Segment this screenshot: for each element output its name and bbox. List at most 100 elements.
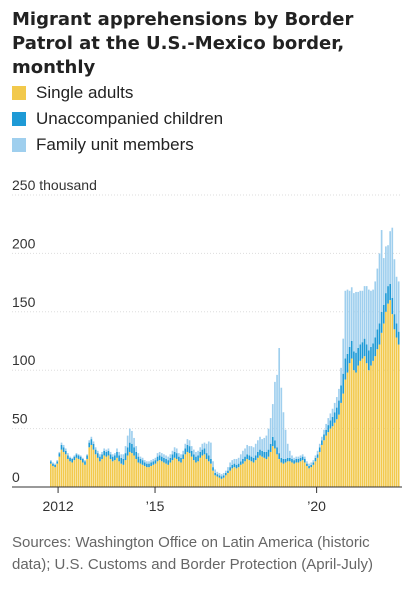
bar-single: [333, 422, 336, 487]
bar-single: [329, 428, 332, 487]
bar-family: [152, 458, 155, 462]
bar-family: [199, 447, 202, 452]
bar-unaccompanied: [348, 346, 351, 364]
bar-unaccompanied: [124, 453, 127, 461]
bar-unaccompanied: [380, 311, 383, 333]
bar-single: [184, 454, 187, 487]
bar-unaccompanied: [325, 429, 327, 436]
bar-family: [156, 453, 159, 457]
bar-single: [397, 344, 400, 487]
bar-family: [175, 448, 178, 454]
bar-unaccompanied: [111, 456, 114, 462]
bar-single: [135, 458, 138, 487]
bar-unaccompanied: [201, 449, 204, 456]
bar-single: [90, 444, 93, 487]
bar-family: [150, 460, 152, 463]
bar-single: [212, 470, 214, 487]
bar-single: [367, 370, 370, 487]
bar-family: [54, 463, 56, 465]
bar-family: [143, 460, 146, 463]
bar-single: [274, 448, 276, 487]
bar-single: [173, 457, 176, 487]
bar-unaccompanied: [96, 453, 99, 458]
bar-family: [342, 338, 345, 374]
bar-unaccompanied: [361, 342, 364, 359]
bar-single: [205, 458, 208, 487]
bar-family: [357, 291, 359, 348]
bar-family: [64, 448, 67, 451]
bar-unaccompanied: [69, 457, 71, 462]
bar-unaccompanied: [263, 451, 266, 458]
bar-family: [84, 460, 86, 462]
bar-unaccompanied: [365, 344, 368, 364]
bar-unaccompanied: [52, 463, 54, 466]
bar-family: [316, 450, 319, 455]
bar-family: [69, 456, 71, 458]
bar-single: [146, 467, 148, 487]
bar-single: [169, 462, 172, 487]
bar-unaccompanied: [139, 458, 142, 464]
bar-family: [274, 381, 276, 441]
bar-unaccompanied: [367, 350, 370, 371]
bar-single: [227, 472, 229, 487]
bar-single: [88, 447, 91, 487]
bar-family: [58, 451, 61, 454]
bar-family: [257, 440, 259, 452]
bar-family: [314, 455, 317, 458]
bar-family: [282, 412, 285, 459]
bar-unaccompanied: [82, 458, 84, 463]
bar-unaccompanied: [178, 456, 180, 462]
bar-family: [365, 286, 368, 345]
bar-single: [139, 463, 142, 487]
bar-single: [387, 303, 389, 487]
bar-unaccompanied: [62, 447, 65, 452]
bar-unaccompanied: [244, 456, 246, 462]
bar-unaccompanied: [109, 454, 112, 459]
bar-unaccompanied: [158, 455, 161, 461]
bar-family: [389, 231, 391, 284]
bar-family: [163, 454, 165, 458]
bar-single: [122, 464, 125, 487]
bar-family: [173, 447, 176, 452]
bar-family: [86, 454, 88, 456]
bar-single: [109, 458, 112, 487]
bar-family: [250, 446, 253, 457]
y-tick-label: 50: [12, 411, 28, 427]
bar-unaccompanied: [105, 451, 108, 457]
bar-family: [201, 443, 204, 450]
bar-unaccompanied: [310, 464, 313, 468]
chart-title: Migrant apprehensions by Border Patrol a…: [12, 9, 354, 78]
bar-family: [344, 290, 347, 359]
bar-family: [122, 454, 125, 459]
bar-unaccompanied: [331, 416, 334, 427]
bar-family: [218, 472, 221, 476]
bar-unaccompanied: [218, 475, 221, 478]
bar-single: [190, 456, 193, 487]
bar-single: [222, 477, 225, 487]
bar-unaccompanied: [88, 442, 91, 448]
bar-single: [301, 460, 304, 487]
bar-family: [289, 450, 291, 458]
bar-single: [229, 470, 231, 487]
bar-family: [88, 440, 91, 443]
bar-unaccompanied: [284, 458, 287, 463]
bar-family: [363, 286, 366, 339]
bar-family: [214, 469, 216, 473]
bar-single: [239, 464, 242, 487]
bar-single: [327, 432, 330, 487]
bar-unaccompanied: [293, 460, 295, 464]
bar-unaccompanied: [101, 454, 103, 459]
bar-family: [56, 460, 59, 462]
bar-family: [259, 436, 261, 450]
bar-family: [207, 441, 210, 456]
bar-single: [73, 460, 76, 487]
bar-single: [148, 467, 150, 487]
bar-family: [73, 455, 76, 457]
bar-single: [167, 464, 170, 487]
x-tick-label: ’15: [146, 498, 165, 514]
bar-unaccompanied: [382, 304, 385, 324]
bar-unaccompanied: [327, 425, 330, 433]
bar-unaccompanied: [269, 443, 272, 452]
y-tick-label: 100: [12, 352, 36, 368]
bar-unaccompanied: [156, 456, 159, 462]
